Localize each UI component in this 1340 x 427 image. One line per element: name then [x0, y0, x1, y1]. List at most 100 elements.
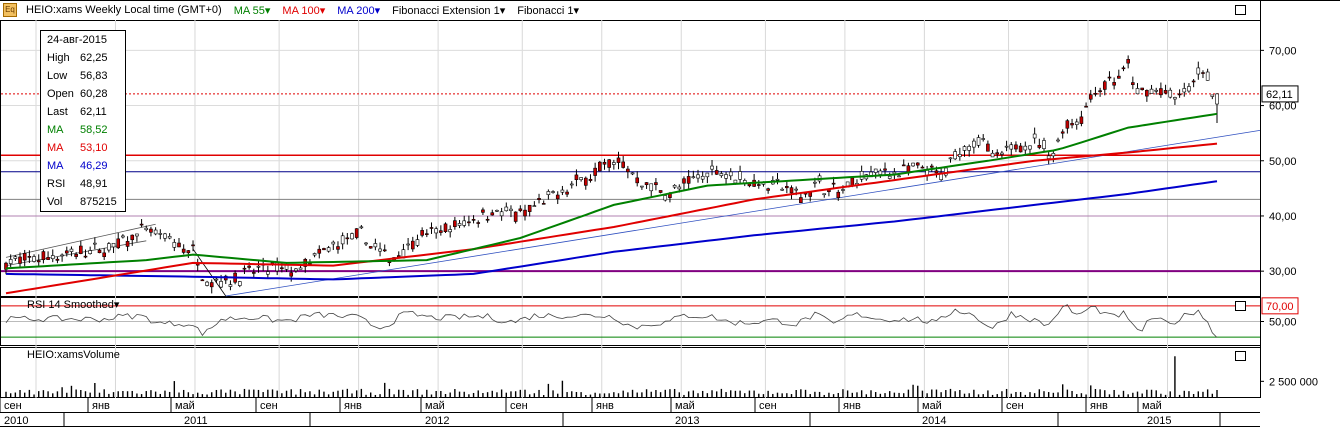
x-month-label: янв: [843, 400, 861, 412]
candle-body: [686, 176, 691, 184]
x-month-label: сен: [510, 400, 528, 412]
candle-body: [41, 251, 46, 261]
candle-body: [509, 208, 513, 211]
volume-panel-title[interactable]: HEIO:xamsVolume: [27, 349, 120, 361]
candle-body: [308, 263, 312, 265]
candle-body: [410, 240, 415, 250]
last-price-tag: [1261, 85, 1299, 103]
candle-body: [116, 238, 121, 249]
candle-body: [209, 282, 214, 288]
x-month-label: май: [922, 400, 942, 412]
rsi-panel-title[interactable]: RSI 14 Smoothed▾: [27, 299, 120, 311]
candle-body: [121, 235, 125, 238]
candle-body: [266, 271, 270, 275]
candle-body: [995, 152, 1000, 155]
candle-body: [1173, 97, 1177, 100]
candle-body: [499, 211, 504, 217]
candle-body: [172, 242, 177, 248]
candle-body: [981, 138, 986, 140]
candle-body: [799, 197, 803, 203]
candle-body: [822, 193, 827, 196]
candle-body: [191, 244, 195, 247]
candle-body: [691, 176, 696, 179]
indicator-fib-extension[interactable]: Fibonacci Extension 1▾: [392, 4, 506, 17]
candle-body: [93, 242, 97, 245]
candle-body: [27, 256, 32, 258]
info-row-rsi: RSI 48,91: [41, 175, 125, 193]
candle-body: [163, 233, 167, 239]
indicator-fibonacci[interactable]: Fibonacci 1▾: [517, 4, 580, 17]
x-month-label: янв: [344, 400, 362, 412]
candle-body: [471, 219, 476, 221]
candle-body: [74, 253, 78, 257]
candle-body: [205, 281, 209, 286]
rsi-overbought-label: 70,00: [1266, 301, 1294, 313]
candle-body: [83, 255, 88, 258]
candle-body: [710, 165, 714, 170]
candle-body: [1042, 140, 1046, 149]
candle-body: [79, 245, 83, 254]
candle-body: [1159, 88, 1163, 96]
candle-body: [4, 262, 8, 270]
candle-body: [593, 167, 597, 176]
volume-panel-frame: [0, 347, 1261, 398]
candle-body: [920, 166, 925, 169]
candle-body: [649, 183, 654, 192]
y-tick-label: 40,00: [1269, 211, 1297, 223]
candle-body: [1126, 59, 1130, 64]
candle-body: [1154, 89, 1159, 92]
candle-body: [32, 256, 36, 262]
ma100-line: [5, 142, 1218, 295]
candle-body: [364, 242, 368, 245]
candle-body: [69, 248, 74, 252]
indicator-ma100[interactable]: MA 100▾: [282, 4, 326, 17]
candle-body: [60, 254, 64, 257]
candle-body: [766, 188, 770, 191]
candle-body: [130, 234, 135, 241]
rsi-panel-maximize-button[interactable]: [1235, 301, 1246, 311]
candle-body: [794, 188, 798, 191]
ma200-line: [5, 180, 1218, 281]
chart-app-icon[interactable]: Eq: [3, 3, 17, 17]
candle-body: [467, 221, 471, 224]
candle-body: [513, 211, 518, 222]
candle-body: [836, 191, 841, 199]
candle-body: [944, 167, 948, 176]
candle-body: [976, 137, 981, 146]
candle-body: [1037, 144, 1042, 148]
candle-body: [775, 178, 780, 181]
candle-body: [518, 208, 523, 211]
candle-body: [1004, 145, 1009, 148]
candle-body: [1084, 105, 1088, 108]
candle-body: [574, 174, 579, 180]
info-row-last: Last 62,11: [41, 103, 125, 121]
indicator-ma55[interactable]: MA 55▾: [233, 4, 271, 17]
price-panel-maximize-button[interactable]: [1235, 5, 1246, 15]
candle-body: [785, 186, 789, 189]
info-value: 62,11: [80, 106, 107, 118]
candle-body: [658, 190, 663, 193]
candle-body: [504, 206, 509, 212]
candle-body: [831, 182, 836, 185]
candle-body: [439, 230, 443, 233]
candle-body: [986, 143, 990, 152]
info-value: 56,83: [80, 70, 108, 82]
indicator-ma200[interactable]: MA 200▾: [337, 4, 381, 17]
candle-body: [565, 191, 569, 195]
candle-body: [13, 256, 18, 259]
candle-body: [1201, 72, 1205, 74]
instrument-title[interactable]: HEIO:xams Weekly Local time (GMT+0): [26, 4, 222, 16]
volume-panel-maximize-button[interactable]: [1235, 351, 1246, 361]
candle-body: [607, 159, 611, 168]
candle-body: [1056, 139, 1060, 142]
candle-body: [495, 210, 499, 212]
info-value: 53,10: [80, 142, 108, 154]
candle-body: [1149, 88, 1154, 94]
candle-body: [1191, 80, 1196, 83]
candle-body: [242, 267, 247, 270]
candle-body: [789, 187, 794, 194]
candle-body: [36, 260, 41, 263]
candle-body: [841, 189, 845, 191]
candle-body: [897, 175, 901, 178]
candle-body: [22, 253, 27, 261]
